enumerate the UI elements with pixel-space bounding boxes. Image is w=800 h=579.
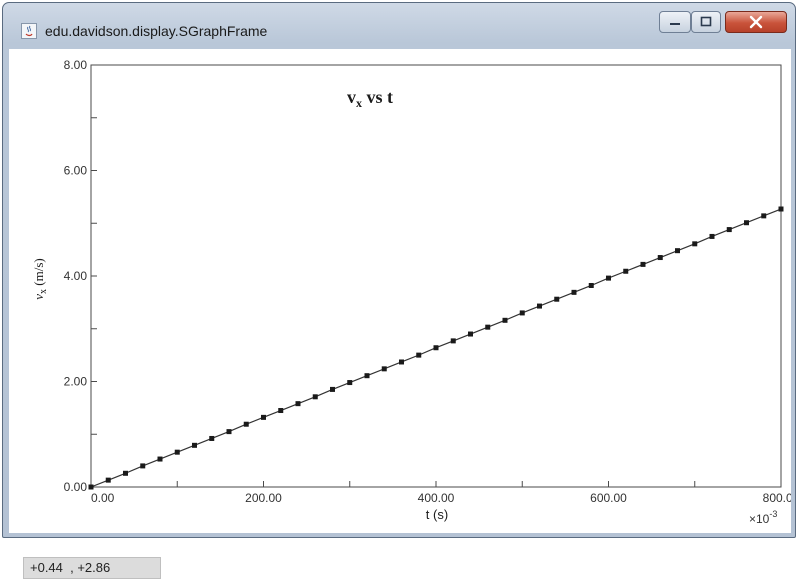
maximize-icon (700, 16, 712, 27)
y-tick-label: 2.00 (64, 375, 88, 389)
data-point (450, 338, 456, 344)
y-tick-label: 4.00 (64, 269, 88, 283)
data-point (88, 484, 94, 490)
data-point (640, 261, 646, 267)
data-point (675, 248, 680, 254)
plot-area[interactable] (90, 64, 782, 488)
maximize-button[interactable] (691, 11, 721, 33)
data-point (174, 449, 180, 455)
x-tick-label: 200.00 (245, 491, 282, 505)
axis-ticks: 0.00 200.00 400.00 600.00 800.00 0.00 2.00 4.00… (64, 58, 791, 505)
data-point (709, 233, 715, 239)
data-point (623, 268, 629, 274)
y-tick-label: 8.00 (64, 58, 88, 72)
y-tick-label: 6.00 (64, 164, 88, 178)
data-point (312, 394, 318, 400)
data-point (657, 255, 663, 261)
y-axis-label: vx (m/s) (31, 258, 49, 299)
data-point (606, 275, 611, 281)
data-point (209, 435, 215, 441)
data-point (192, 442, 197, 448)
coordinate-readout: +0.44 , +2.86 (23, 557, 161, 579)
graph-canvas[interactable]: vx vs t vx (m/s) t (s) ×10-3 0.00 200.00 4… (9, 49, 791, 533)
data-point (485, 324, 491, 330)
graph-panel[interactable]: vx vs t vx (m/s) t (s) ×10-3 0.00 200.00 4… (9, 49, 791, 579)
data-point (226, 429, 232, 435)
data-point (537, 303, 542, 309)
data-point (778, 206, 784, 212)
x-tick-label: 400.00 (418, 491, 455, 505)
data-point (554, 296, 560, 302)
data-series (88, 206, 784, 490)
close-button[interactable] (725, 11, 787, 33)
data-point (381, 366, 387, 372)
data-point (278, 408, 284, 414)
data-point (744, 220, 749, 226)
data-point (261, 414, 266, 420)
x-axis-label: t (s) (426, 507, 448, 522)
data-point (123, 470, 128, 476)
data-point (105, 477, 111, 483)
x-tick-label: 0.00 (91, 491, 115, 505)
data-point (761, 213, 767, 219)
data-point (399, 359, 404, 365)
title-bar[interactable]: edu.davidson.display.SGraphFrame (3, 3, 795, 51)
data-point (519, 310, 525, 316)
window-title: edu.davidson.display.SGraphFrame (45, 23, 268, 39)
minimize-button[interactable] (659, 11, 691, 33)
data-point (157, 456, 163, 462)
data-point (588, 282, 594, 288)
x-axis-multiplier: ×10-3 (749, 509, 777, 526)
data-point (502, 317, 508, 323)
data-point (416, 352, 422, 358)
y-tick-label: 0.00 (64, 480, 88, 494)
x-tick-label: 600.00 (590, 491, 627, 505)
data-point (140, 463, 146, 469)
chart-title: vx vs t (347, 87, 393, 110)
minimize-icon (670, 23, 680, 25)
data-point (692, 241, 698, 247)
data-point (330, 386, 335, 392)
data-point (295, 401, 301, 407)
data-point (347, 380, 353, 386)
data-point (364, 373, 370, 379)
data-point (468, 331, 473, 337)
close-icon (749, 15, 763, 29)
data-point (571, 289, 577, 295)
data-point (243, 421, 249, 427)
data-point (433, 345, 439, 351)
data-point (726, 227, 732, 233)
java-app-icon (21, 23, 37, 39)
x-tick-label: 800.00 (763, 491, 791, 505)
